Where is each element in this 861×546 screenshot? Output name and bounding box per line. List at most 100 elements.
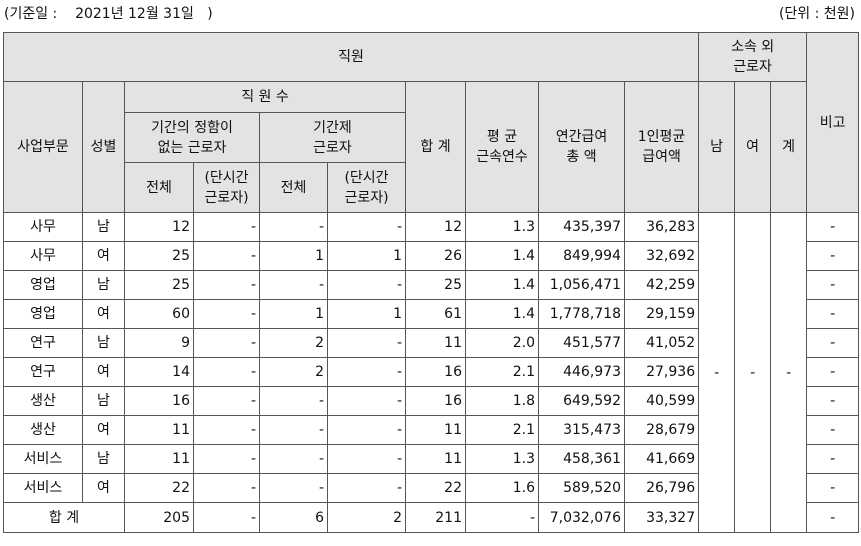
cont-all-cell: -	[259, 473, 328, 503]
avg-cell: 41,052	[623, 328, 700, 358]
cont-part-cell: 1	[327, 241, 406, 271]
perm-all-cell: 60	[124, 299, 194, 329]
perm-part-cell: -	[193, 212, 260, 242]
perm-part-cell: -	[193, 328, 260, 358]
perm-part-cell: -	[193, 270, 260, 300]
total-cell: 11	[405, 328, 466, 358]
avg-cell: 26,796	[623, 473, 700, 503]
perm-all-cell: 9	[124, 328, 194, 358]
cont-part-cell: -	[327, 357, 406, 387]
table-row: 사무 남 12- - -12 1.3 435,397 36,283- - - -	[3, 212, 860, 533]
cont-part-cell: -	[327, 328, 406, 358]
total-cell: 12	[405, 212, 466, 242]
cont-all-cell: -	[259, 415, 328, 445]
annual-cell: 649,592	[538, 386, 625, 416]
table-row: 생산 남 16- - -16 1.8 649,592 40,599-	[3, 386, 860, 416]
total-cell: 11	[405, 444, 466, 474]
tenure-cell: 1.4	[465, 299, 539, 329]
subtotal-header: 합 계	[405, 81, 466, 213]
annual-pay-header: 연간급여 총 액	[538, 81, 625, 213]
avg-cell: 27,936	[623, 357, 700, 387]
total-perm-part-cell: -	[193, 502, 260, 533]
tenure-cell: 1.3	[465, 212, 539, 242]
perm-part-cell: -	[193, 415, 260, 445]
perm-all-cell: 12	[124, 212, 194, 242]
remark-cell: -	[806, 241, 860, 271]
cont-part-cell: -	[327, 415, 406, 445]
annual-cell: 1,056,471	[538, 270, 625, 300]
tenure-cell: 2.1	[465, 357, 539, 387]
annual-cell: 849,994	[538, 241, 625, 271]
cont-all-cell: -	[259, 212, 328, 242]
table-row: 생산 여 11- - -11 2.1 315,473 28,679-	[3, 415, 860, 445]
total-avg-cell: 33,327	[623, 502, 700, 533]
remark-cell: -	[806, 299, 860, 329]
perm-part-cell: -	[193, 241, 260, 271]
total-cell: 16	[405, 386, 466, 416]
perm-all-cell: 11	[124, 415, 194, 445]
avg-cell: 28,679	[623, 415, 700, 445]
gender-cell: 여	[82, 357, 125, 387]
tenure-cell: 2.0	[465, 328, 539, 358]
perm-part-cell: -	[193, 357, 260, 387]
cont-all-cell: -	[259, 444, 328, 474]
total-cell: 11	[405, 415, 466, 445]
remark-cell: -	[806, 473, 860, 503]
avg-cell: 40,599	[623, 386, 700, 416]
annual-cell: 435,397	[538, 212, 625, 242]
remark-cell: -	[806, 415, 860, 445]
division-cell: 연구	[3, 328, 83, 358]
total-cell: 61	[405, 299, 466, 329]
remark-cell: -	[806, 270, 860, 300]
tenure-cell: 1.3	[465, 444, 539, 474]
avg-pay-header: 1인평균 급여액	[623, 81, 700, 213]
outside-male-cell: -	[698, 212, 736, 533]
cont-part-cell: -	[327, 270, 406, 300]
perm-all-cell: 16	[124, 386, 194, 416]
cont-part-cell: -	[327, 473, 406, 503]
table-row: 영업 여 60-1 1 61 1.4 1,778,718 29,159-	[3, 299, 860, 329]
total-cell: 16	[405, 357, 466, 387]
cont-part-cell: -	[327, 444, 406, 474]
total-cell: 26	[405, 241, 466, 271]
avg-cell: 36,283	[623, 212, 700, 242]
perm-part-cell: -	[193, 444, 260, 474]
perm-part-cell: -	[193, 299, 260, 329]
annual-cell: 589,520	[538, 473, 625, 503]
gender-cell: 남	[82, 386, 125, 416]
perm-all-cell: 22	[124, 473, 194, 503]
cont-all-cell: 1	[259, 299, 328, 329]
gender-cell: 남	[82, 212, 125, 242]
contract-all-header: 전체	[259, 162, 328, 213]
tenure-cell: 1.6	[465, 473, 539, 503]
gender-cell: 남	[82, 328, 125, 358]
table-row: 연구 남 9-2-11 2.0 451,577 41,052-	[3, 328, 860, 358]
total-cont-part-cell: 2	[327, 502, 406, 533]
annual-cell: 1,778,718	[538, 299, 625, 329]
remark-cell: -	[806, 328, 860, 358]
cont-all-cell: 2	[259, 357, 328, 387]
cont-all-cell: -	[259, 386, 328, 416]
permanent-header: 기간의 정함이 없는 근로자	[124, 112, 260, 163]
gender-cell: 남	[82, 270, 125, 300]
total-annual-cell: 7,032,076	[538, 502, 625, 533]
remark-cell: -	[806, 212, 860, 242]
division-cell: 생산	[3, 415, 83, 445]
perm-part-cell: -	[193, 473, 260, 503]
total-total-cell: 211	[405, 502, 466, 533]
division-header: 사업부문	[3, 81, 83, 213]
contract-parttime-header: (단시간 근로자)	[327, 162, 406, 213]
total-perm-all-cell: 205	[124, 502, 194, 533]
cont-all-cell: 2	[259, 328, 328, 358]
division-cell: 영업	[3, 299, 83, 329]
division-cell: 서비스	[3, 444, 83, 474]
remarks-header: 비고	[806, 32, 860, 213]
tenure-header: 평 균 근속연수	[465, 81, 539, 213]
outside-sum-header: 계	[770, 81, 808, 213]
tenure-cell: 1.4	[465, 270, 539, 300]
gender-cell: 남	[82, 444, 125, 474]
perm-all-cell: 25	[124, 270, 194, 300]
gender-cell: 여	[82, 473, 125, 503]
tenure-cell: 1.8	[465, 386, 539, 416]
total-cell: 25	[405, 270, 466, 300]
